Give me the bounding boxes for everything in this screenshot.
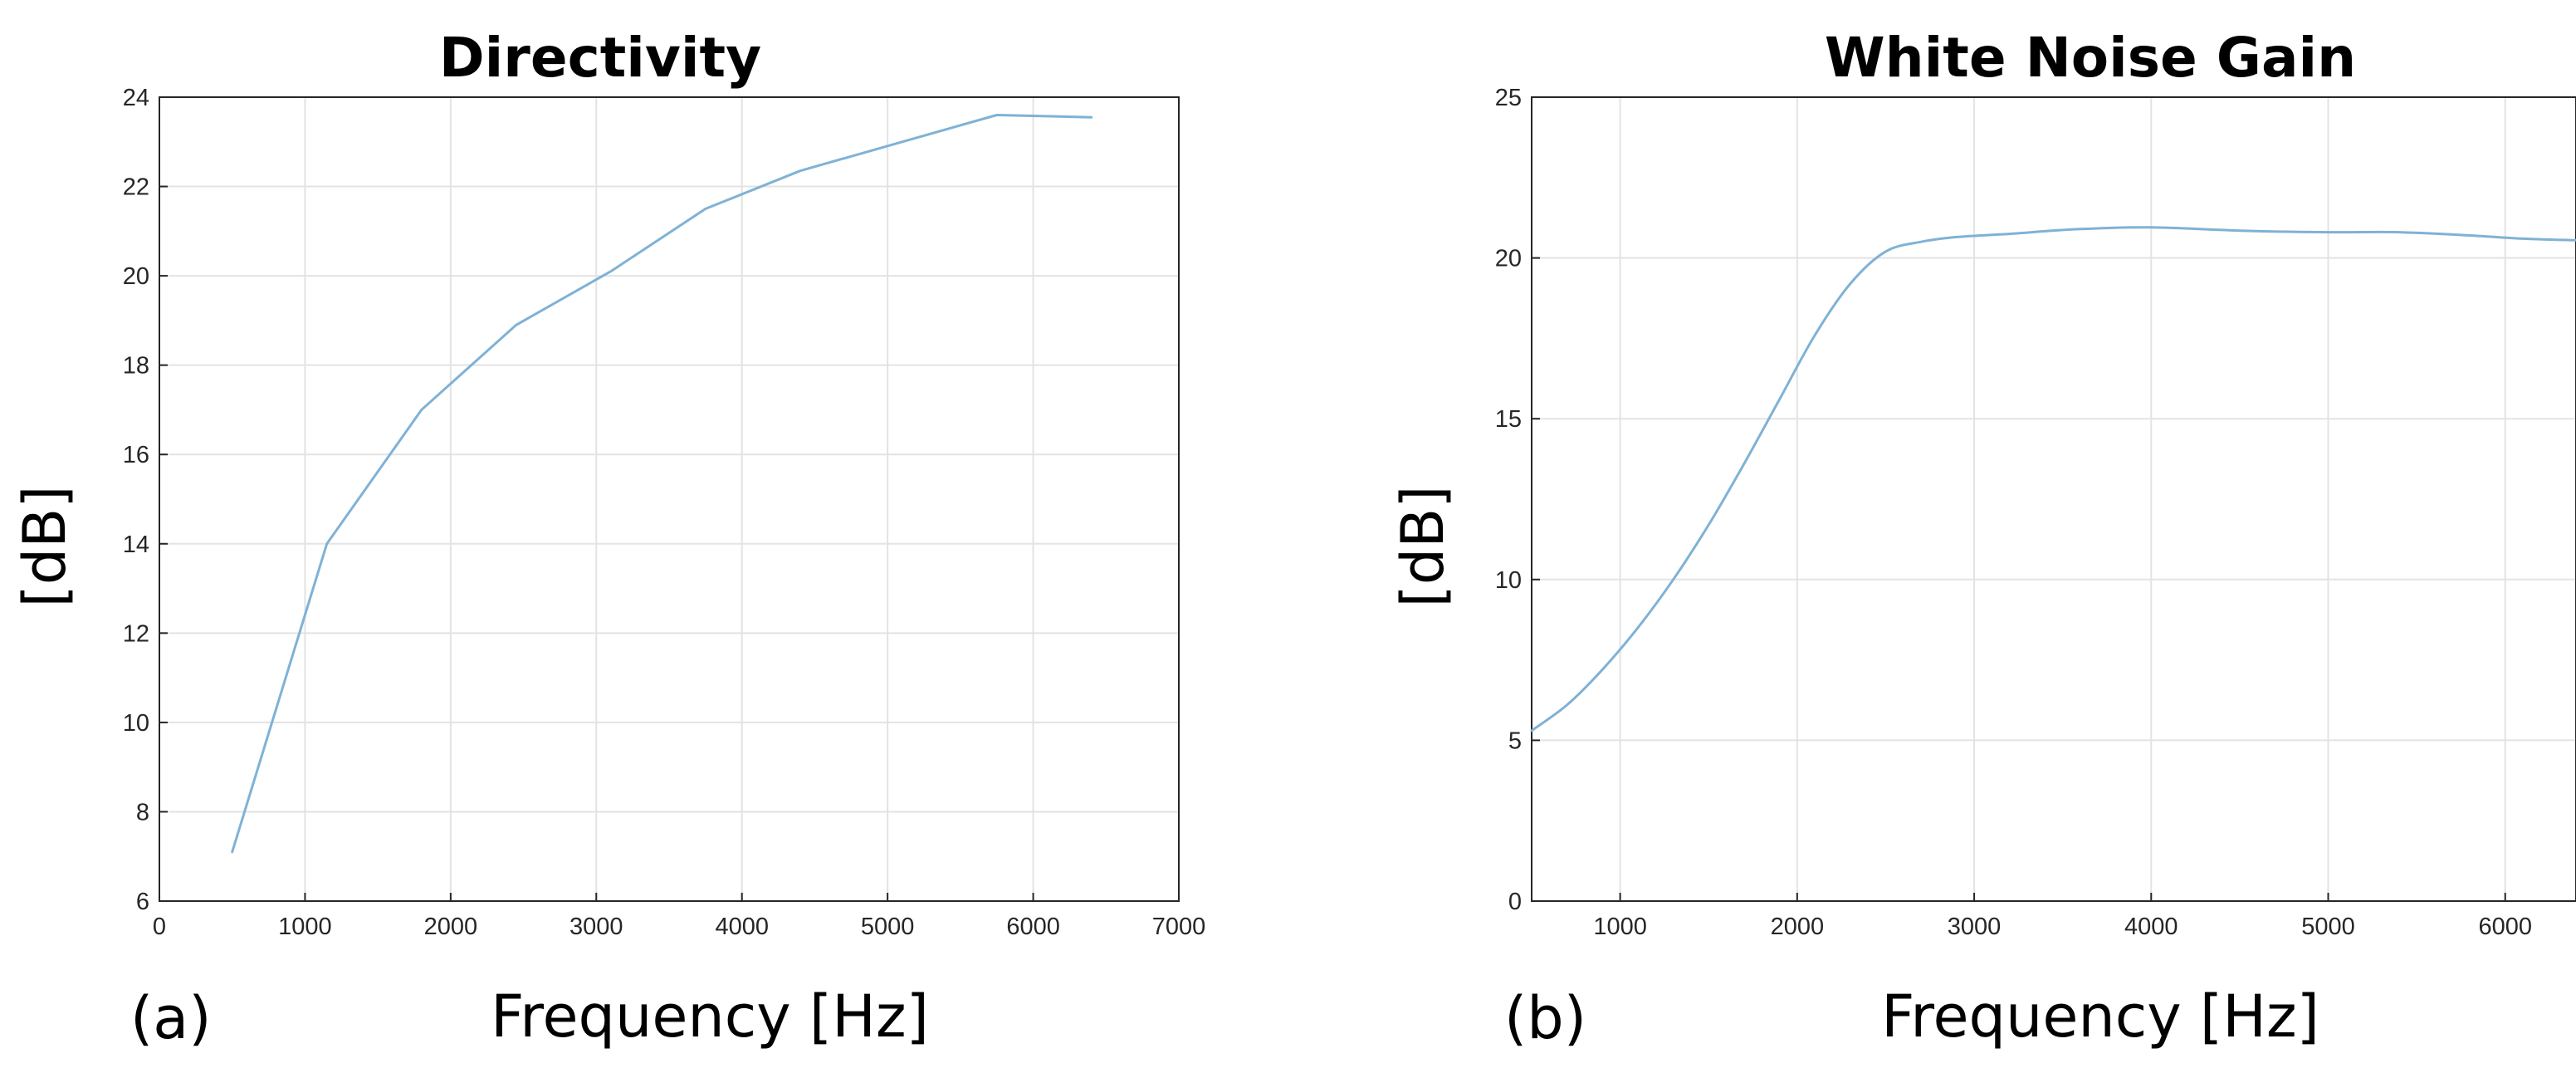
x-tick-label: 3000 [569, 914, 623, 940]
y-tick-label: 10 [1495, 567, 1522, 594]
plot-frame [159, 96, 1180, 902]
x-tick-label: 3000 [1948, 914, 2002, 940]
y-tick-label: 24 [123, 85, 149, 111]
x-axis-label: Frequency [Hz] [1881, 982, 2319, 1051]
x-tick-label: 7000 [1152, 914, 1206, 940]
y-tick-label: 18 [123, 353, 149, 380]
y-tick-label: 5 [1508, 728, 1522, 754]
x-tick-label: 1000 [1593, 914, 1647, 940]
y-tick-label: 20 [123, 263, 149, 290]
y-tick-label: 20 [1495, 246, 1522, 272]
y-tick-label: 10 [123, 710, 149, 737]
y-tick-label: 12 [123, 620, 149, 647]
panel-label: (a) [130, 984, 212, 1052]
y-tick-label: 8 [136, 799, 149, 826]
y-axis-label: [dB] [11, 485, 79, 607]
series-line [231, 114, 1093, 854]
plot-border [159, 96, 1180, 902]
x-axis-label: Frequency [Hz] [491, 982, 929, 1051]
x-tick-label: 2000 [1771, 914, 1825, 940]
panel-label: (b) [1504, 984, 1586, 1052]
x-tick-label: 2000 [424, 914, 478, 940]
directivity-chart: 0 1000 2000 3000 4000 5000 6000 7000 6 8 10 12 14 16 1… [11, 26, 1205, 1052]
y-tick-label: 14 [123, 532, 149, 558]
x-tick-label: 1000 [278, 914, 332, 940]
x-tick-label: 4000 [2124, 914, 2178, 940]
y-axis-label: [dB] [1389, 485, 1457, 607]
y-tick-label: 0 [1508, 889, 1522, 915]
x-tick-label: 0 [153, 914, 166, 940]
plot-frame [1531, 96, 2576, 902]
x-tick-label: 6000 [1006, 914, 1060, 940]
plot-area: 0 1000 2000 3000 4000 5000 6000 7000 6 8 10 12 14 16 1… [123, 85, 1206, 940]
y-tick-label: 15 [1495, 406, 1522, 433]
y-tick-label: 25 [1495, 85, 1522, 111]
y-tick-label: 22 [123, 174, 149, 201]
white-noise-gain-chart: 1000 2000 3000 4000 5000 6000 0 5 10 15 20 25 White… [1389, 26, 2576, 1052]
y-tick-label: 6 [136, 889, 149, 915]
series-line [1530, 226, 2576, 732]
x-tick-label: 5000 [861, 914, 915, 940]
x-tick-label: 5000 [2301, 914, 2355, 940]
plot-area: 1000 2000 3000 4000 5000 6000 0 5 10 15 20 25 [1495, 85, 2576, 940]
x-tick-label: 6000 [2478, 914, 2532, 940]
x-tick-label: 4000 [715, 914, 769, 940]
plot-border [1531, 96, 2576, 902]
chart-title: White Noise Gain [1825, 26, 2356, 90]
chart-title: Directivity [439, 26, 761, 90]
y-tick-label: 16 [123, 442, 149, 468]
